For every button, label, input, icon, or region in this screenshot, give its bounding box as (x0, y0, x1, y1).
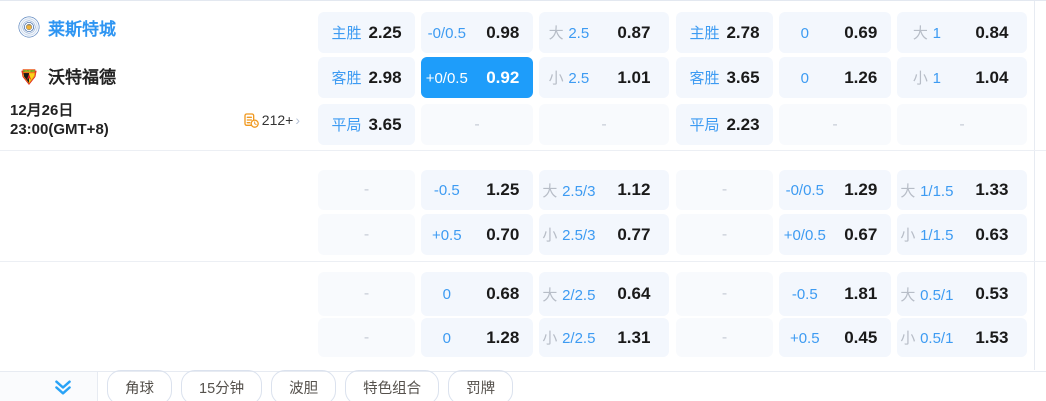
svg-text:WATFORD: WATFORD (23, 70, 35, 73)
